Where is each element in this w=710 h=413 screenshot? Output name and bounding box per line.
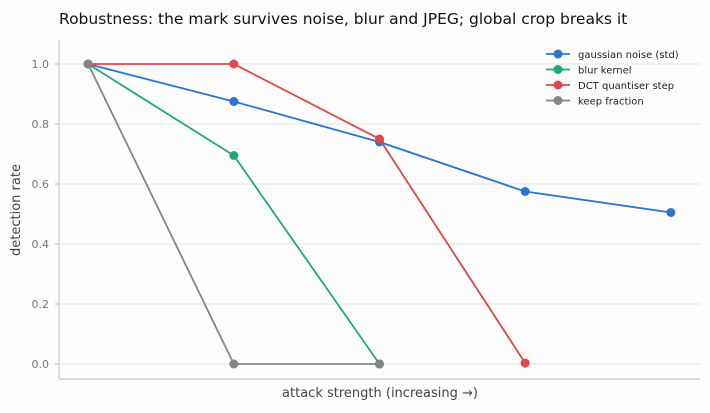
data-point <box>229 151 239 160</box>
y-tick-label: 0.6 <box>32 178 50 191</box>
data-point <box>375 134 384 144</box>
y-tick-labels: 0.0 0.2 0.4 0.6 0.8 1.0 <box>32 58 59 371</box>
series-line <box>87 63 381 365</box>
data-point <box>229 359 239 369</box>
axes <box>58 40 700 380</box>
series-2 <box>83 59 530 368</box>
series <box>83 59 676 369</box>
legend: gaussian noise (std) blur kernel DCT quant… <box>546 49 679 108</box>
x-axis-label: attack strength (increasing →) <box>282 386 478 401</box>
legend-item: DCT quantiser step <box>546 80 674 92</box>
chart-title: Robustness: the mark survives noise, blu… <box>59 10 627 28</box>
y-tick-label: 0.0 <box>32 358 50 371</box>
y-tick-label: 0.2 <box>32 298 50 311</box>
y-axis-label: detection rate <box>9 164 24 256</box>
data-point <box>666 208 676 217</box>
legend-item: blur kernel <box>546 65 632 77</box>
data-point <box>520 358 530 368</box>
legend-swatch-marker <box>553 80 563 90</box>
grid <box>59 63 700 365</box>
legend-swatch-marker <box>553 49 563 59</box>
legend-label: gaussian noise (std) <box>578 50 679 61</box>
y-tick-label: 1.0 <box>32 58 50 71</box>
data-point <box>229 97 239 106</box>
series-3 <box>83 59 384 369</box>
legend-item: gaussian noise (std) <box>546 49 679 61</box>
legend-label: blur kernel <box>578 66 632 77</box>
legend-item: keep fraction <box>546 96 644 108</box>
data-point <box>520 187 530 196</box>
legend-label: keep fraction <box>578 97 644 108</box>
data-point <box>229 59 239 69</box>
legend-label: DCT quantiser step <box>578 81 674 92</box>
data-point <box>375 359 384 369</box>
data-point <box>83 59 93 69</box>
legend-swatch-marker <box>553 96 563 105</box>
series-line <box>87 63 380 365</box>
y-tick-label: 0.4 <box>32 238 50 251</box>
series-line <box>88 63 526 364</box>
y-tick-label: 0.8 <box>32 118 50 131</box>
legend-swatch-marker <box>553 65 563 74</box>
